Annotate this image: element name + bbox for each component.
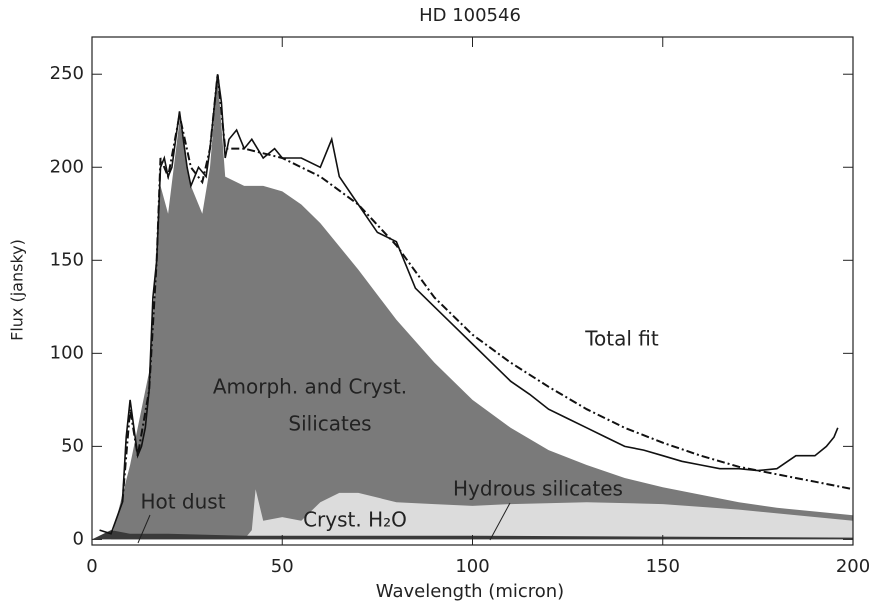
annotation: Amorph. and Cryst.: [213, 375, 407, 399]
chart-title: HD 100546: [419, 5, 521, 26]
x-tick-label: 0: [86, 556, 97, 577]
line: [99, 74, 839, 535]
annotation: Cryst. H₂O: [303, 508, 407, 532]
y-tick-label: 50: [61, 435, 84, 456]
area: [111, 74, 853, 540]
annotation: Silicates: [288, 412, 371, 436]
x-tick-label: 50: [271, 556, 294, 577]
pointer: [489, 502, 511, 541]
y-tick-label: 100: [50, 342, 84, 363]
x-axis-label: Wavelength (micron): [376, 581, 564, 602]
area: [244, 489, 853, 540]
x-tick-label: 100: [455, 556, 489, 577]
y-tick-label: 0: [73, 528, 84, 549]
annotation: Hydrous silicates: [453, 477, 623, 501]
annotation: Total fit: [584, 327, 659, 351]
pointer: [137, 514, 151, 544]
y-axis-label: Flux (jansky): [8, 239, 27, 341]
y-tick-label: 200: [50, 156, 84, 177]
x-tick-label: 150: [646, 556, 680, 577]
y-tick-label: 250: [50, 63, 84, 84]
x-tick-label: 200: [836, 556, 870, 577]
y-tick-label: 150: [50, 249, 84, 270]
annotation: Hot dust: [140, 490, 225, 514]
